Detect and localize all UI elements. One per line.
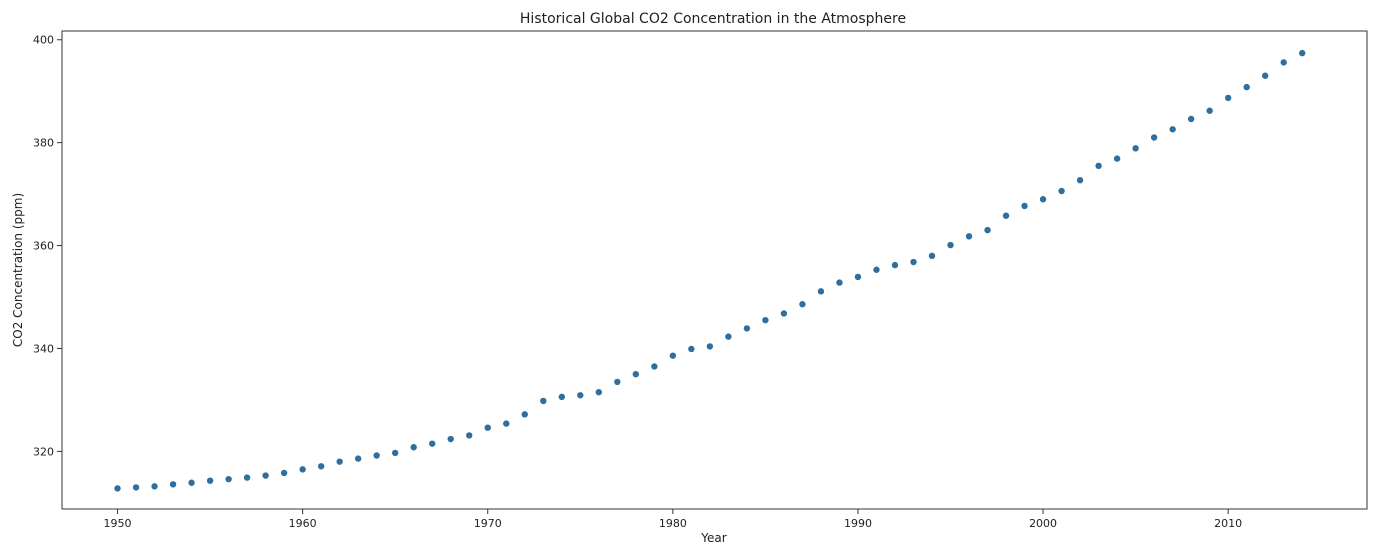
data-point (429, 440, 436, 447)
data-point (725, 333, 732, 340)
data-point (188, 479, 195, 486)
data-point (317, 463, 325, 470)
data-point (891, 261, 899, 269)
data-point (1076, 177, 1084, 184)
data-point (928, 252, 936, 260)
data-point (540, 397, 547, 405)
x-tick-label: 1980 (659, 517, 687, 530)
data-point (225, 475, 232, 483)
chart-title: Historical Global CO2 Concentration in t… (520, 11, 906, 27)
data-point (299, 466, 306, 473)
data-point (595, 389, 603, 396)
data-point (688, 345, 695, 353)
y-axis-label: CO2 Concentration (ppm) (11, 193, 25, 347)
data-point (410, 444, 417, 451)
plot-frame (61, 30, 1368, 510)
y-tick-label: 400 (33, 34, 54, 47)
x-tick-label: 1950 (104, 517, 132, 530)
data-point (262, 472, 269, 479)
data-point (817, 288, 825, 295)
data-point (336, 458, 343, 465)
data-point (391, 449, 399, 457)
data-point (984, 226, 991, 234)
data-point (1224, 94, 1232, 102)
data-point (354, 455, 362, 462)
data-point (280, 469, 288, 477)
y-tick-label: 380 (33, 137, 54, 150)
x-tick-label: 1970 (474, 517, 502, 530)
data-point (151, 483, 158, 490)
data-points (114, 49, 1306, 492)
data-point (503, 420, 510, 427)
data-point (706, 343, 714, 350)
data-point (521, 411, 528, 418)
data-point (614, 378, 621, 386)
data-point (1169, 126, 1176, 133)
data-point (132, 484, 140, 491)
y-tick-label: 360 (33, 240, 54, 253)
data-point (1299, 49, 1306, 57)
data-point (854, 273, 862, 281)
x-tick-label: 1960 (289, 517, 317, 530)
data-point (484, 424, 491, 431)
data-point (799, 301, 806, 308)
data-point (1002, 212, 1010, 219)
data-point (577, 392, 584, 399)
data-point (1187, 115, 1195, 123)
data-point (206, 477, 214, 484)
data-point (910, 258, 917, 266)
x-axis-ticks: 1950 1960 1970 1980 1990 2000 2010 (104, 509, 1242, 530)
data-point (1058, 187, 1065, 195)
y-tick-label: 340 (33, 342, 54, 355)
data-point (114, 485, 121, 492)
data-point (1021, 202, 1028, 210)
data-point (243, 474, 251, 481)
data-point (762, 316, 769, 324)
x-axis-label: Year (700, 531, 726, 545)
data-point (558, 393, 565, 401)
data-point (743, 325, 751, 332)
data-point (1132, 145, 1139, 152)
data-point (1150, 134, 1158, 141)
x-tick-label: 1990 (844, 517, 872, 530)
data-point (447, 435, 454, 443)
data-point (632, 370, 640, 378)
data-point (466, 432, 473, 439)
data-point (836, 279, 843, 286)
data-point (373, 452, 380, 459)
data-point (1113, 155, 1121, 162)
data-point (1095, 162, 1102, 170)
data-point (1280, 59, 1287, 66)
data-point (669, 352, 677, 359)
data-point (1039, 196, 1047, 203)
data-point (873, 266, 880, 273)
data-point (1261, 72, 1269, 79)
x-tick-label: 2000 (1029, 517, 1057, 530)
data-point (947, 241, 954, 249)
plot-area (61, 30, 1368, 510)
data-point (965, 233, 973, 240)
x-tick-label: 2010 (1214, 517, 1242, 530)
y-axis-ticks: 320 340 360 380 400 (33, 34, 62, 458)
data-point (1243, 83, 1250, 91)
data-point (169, 481, 177, 488)
data-point (1206, 107, 1213, 114)
data-point (780, 310, 788, 317)
y-tick-label: 320 (33, 445, 54, 458)
data-point (651, 363, 658, 370)
